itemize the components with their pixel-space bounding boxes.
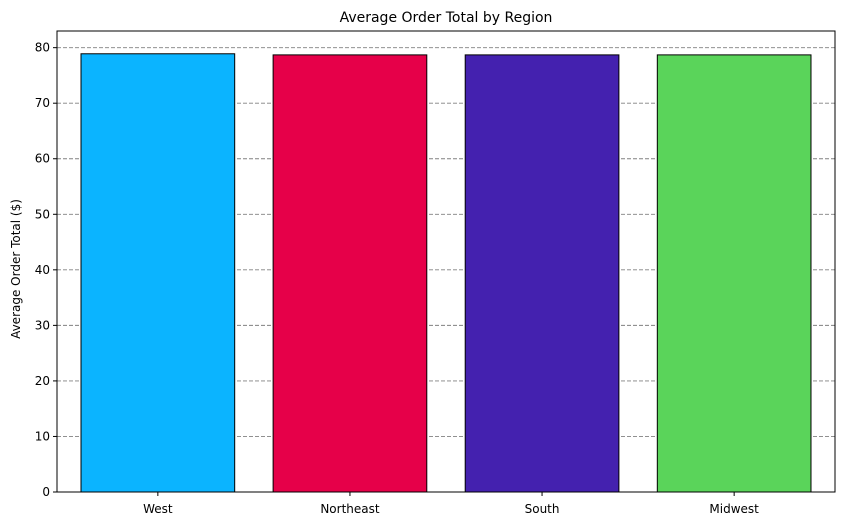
y-tick-label: 80 [35,41,50,55]
bars [80,53,812,493]
y-tick-label: 20 [35,374,50,388]
bar-south [464,54,620,493]
y-tick-label: 10 [35,429,50,443]
y-tick-label: 70 [35,96,50,110]
bar-northeast [272,54,428,493]
y-tick-label: 0 [42,485,50,499]
x-tick-label: Northeast [320,502,380,516]
plot-frame [56,30,836,493]
x-tick-label: Midwest [709,502,759,516]
y-axis-label: Average Order Total ($) [9,199,23,339]
x-axis-ticks: West Northeast South Midwest [143,492,759,516]
y-tick-label: 30 [35,318,50,332]
x-tick-label: West [143,502,173,516]
y-tick-label: 40 [35,263,50,277]
y-tick-label: 60 [35,152,50,166]
y-axis-ticks: 0 10 20 30 40 50 60 70 80 [35,41,57,499]
chart-title: Average Order Total by Region [340,10,553,26]
bar-midwest [656,54,812,493]
bar-west [80,53,236,493]
x-tick-label: South [525,502,560,516]
y-tick-label: 50 [35,207,50,221]
